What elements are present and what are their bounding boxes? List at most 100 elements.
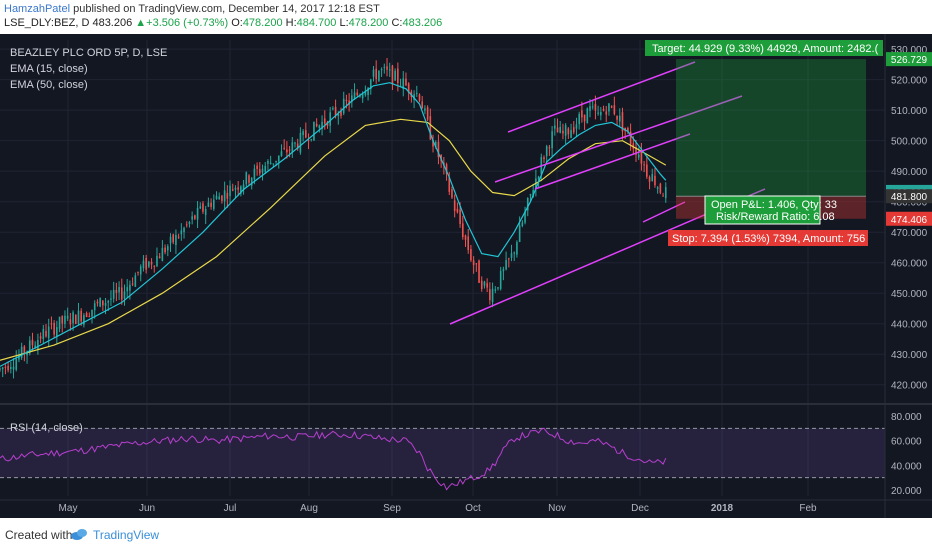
candle-body [83, 315, 85, 325]
candle-body [226, 192, 229, 199]
candle-body [207, 202, 210, 207]
candle-body [570, 130, 572, 138]
candle-body [93, 303, 96, 311]
time-tick-label: 2018 [711, 503, 734, 514]
ema50-line [0, 118, 667, 361]
candle-body [507, 258, 510, 260]
tradingview-brand-link[interactable]: TradingView [93, 528, 160, 542]
candle-body [15, 358, 18, 370]
candle-body [367, 87, 369, 96]
candle-body [204, 209, 207, 216]
candle-body [28, 340, 31, 354]
candle-body [402, 78, 405, 89]
candle-body [524, 211, 526, 223]
candle-body [272, 163, 275, 165]
price-axis-marker-label: 526.729 [891, 55, 928, 66]
trend-line [507, 61, 696, 133]
candle-body [380, 69, 383, 71]
pnl-label-box [704, 195, 821, 225]
candle-body [510, 253, 513, 258]
candle-body [210, 202, 212, 207]
high-label: H: [285, 17, 297, 29]
candle-body [364, 91, 367, 96]
candle-body [491, 288, 494, 303]
price-axis-marker-label: 481.800 [891, 192, 928, 203]
candle-body [240, 186, 242, 194]
author-link[interactable]: HamzahPatel [4, 3, 71, 15]
candle-body [259, 169, 261, 174]
candle-body [299, 132, 302, 153]
candle-body [548, 147, 551, 149]
candle-body [499, 270, 502, 289]
candle-body [583, 114, 586, 122]
candle-body [280, 151, 283, 157]
candle-body [602, 109, 605, 111]
price-chart-svg[interactable]: 420.000 430.000 440.000 450.000 460.000 470.0… [0, 34, 932, 518]
trend-line [642, 201, 686, 223]
candle-body [69, 319, 72, 325]
candle-body [518, 225, 521, 243]
price-tick-label: 460.000 [891, 259, 928, 270]
tradingview-logo-icon [71, 529, 87, 540]
trend-line [494, 95, 743, 183]
candle-body [521, 222, 524, 226]
candle-body [161, 247, 164, 262]
candle-body [453, 200, 456, 211]
candle-body [45, 330, 47, 337]
candle-body [23, 346, 26, 355]
open-label: O: [231, 17, 243, 29]
candle-body [434, 141, 437, 148]
candle-body [85, 313, 88, 318]
candle-body [231, 189, 234, 191]
candle-body [102, 300, 104, 306]
symbol-label: LSE_DLY:BEZ, D [4, 17, 90, 29]
candle-body [175, 234, 177, 246]
time-tick-label: May [59, 503, 78, 514]
chart-area[interactable]: 420.000 430.000 440.000 450.000 460.000 470.0… [0, 34, 932, 518]
candle-body [581, 110, 583, 118]
candle-body [142, 260, 145, 268]
candle-body [242, 184, 245, 190]
last-price: 483.206 [92, 17, 133, 29]
candle-body [139, 266, 142, 275]
candle-body [342, 98, 345, 114]
candles-layer [0, 57, 667, 379]
price-tick-label: 440.000 [891, 320, 928, 331]
candle-body [429, 116, 432, 140]
axes-layer: 420.000 430.000 440.000 450.000 460.000 470.0… [0, 34, 932, 518]
pnl-label: Open P&L: 1.406, Qty: 33 [711, 199, 837, 211]
candle-body [375, 68, 378, 79]
candle-body [202, 203, 204, 212]
candle-body [50, 323, 53, 325]
candle-body [12, 366, 15, 370]
candle-body [415, 92, 418, 94]
long-position-tool[interactable] [676, 59, 866, 219]
candle-body [586, 108, 589, 124]
candle-body [554, 125, 556, 129]
candle-body [532, 190, 534, 197]
candle-body [253, 168, 256, 180]
candle-body [426, 107, 429, 120]
high-value: 484.700 [296, 17, 337, 29]
candle-body [183, 227, 185, 233]
price-tick-label: 450.000 [891, 289, 928, 300]
candle-body [654, 175, 656, 186]
candle-body [337, 113, 340, 117]
legend-rsi: RSI (14, close) [10, 422, 83, 434]
candle-body [505, 259, 507, 270]
publish-line: HamzahPatel published on TradingView.com… [4, 3, 380, 15]
candle-body [497, 287, 499, 289]
legend-title: BEAZLEY PLC ORD 5P, D, LSE [10, 47, 167, 59]
candle-body [264, 165, 267, 172]
candle-body [131, 283, 134, 285]
candle-body [605, 111, 608, 115]
candle-body [564, 125, 567, 136]
candle-body [359, 95, 361, 97]
candle-body [478, 260, 480, 283]
candle-body [627, 127, 629, 132]
candle-body [188, 222, 191, 225]
candle-body [613, 105, 616, 115]
ema15-line [0, 82, 667, 367]
candle-body [129, 284, 131, 291]
candle-body [451, 189, 453, 198]
